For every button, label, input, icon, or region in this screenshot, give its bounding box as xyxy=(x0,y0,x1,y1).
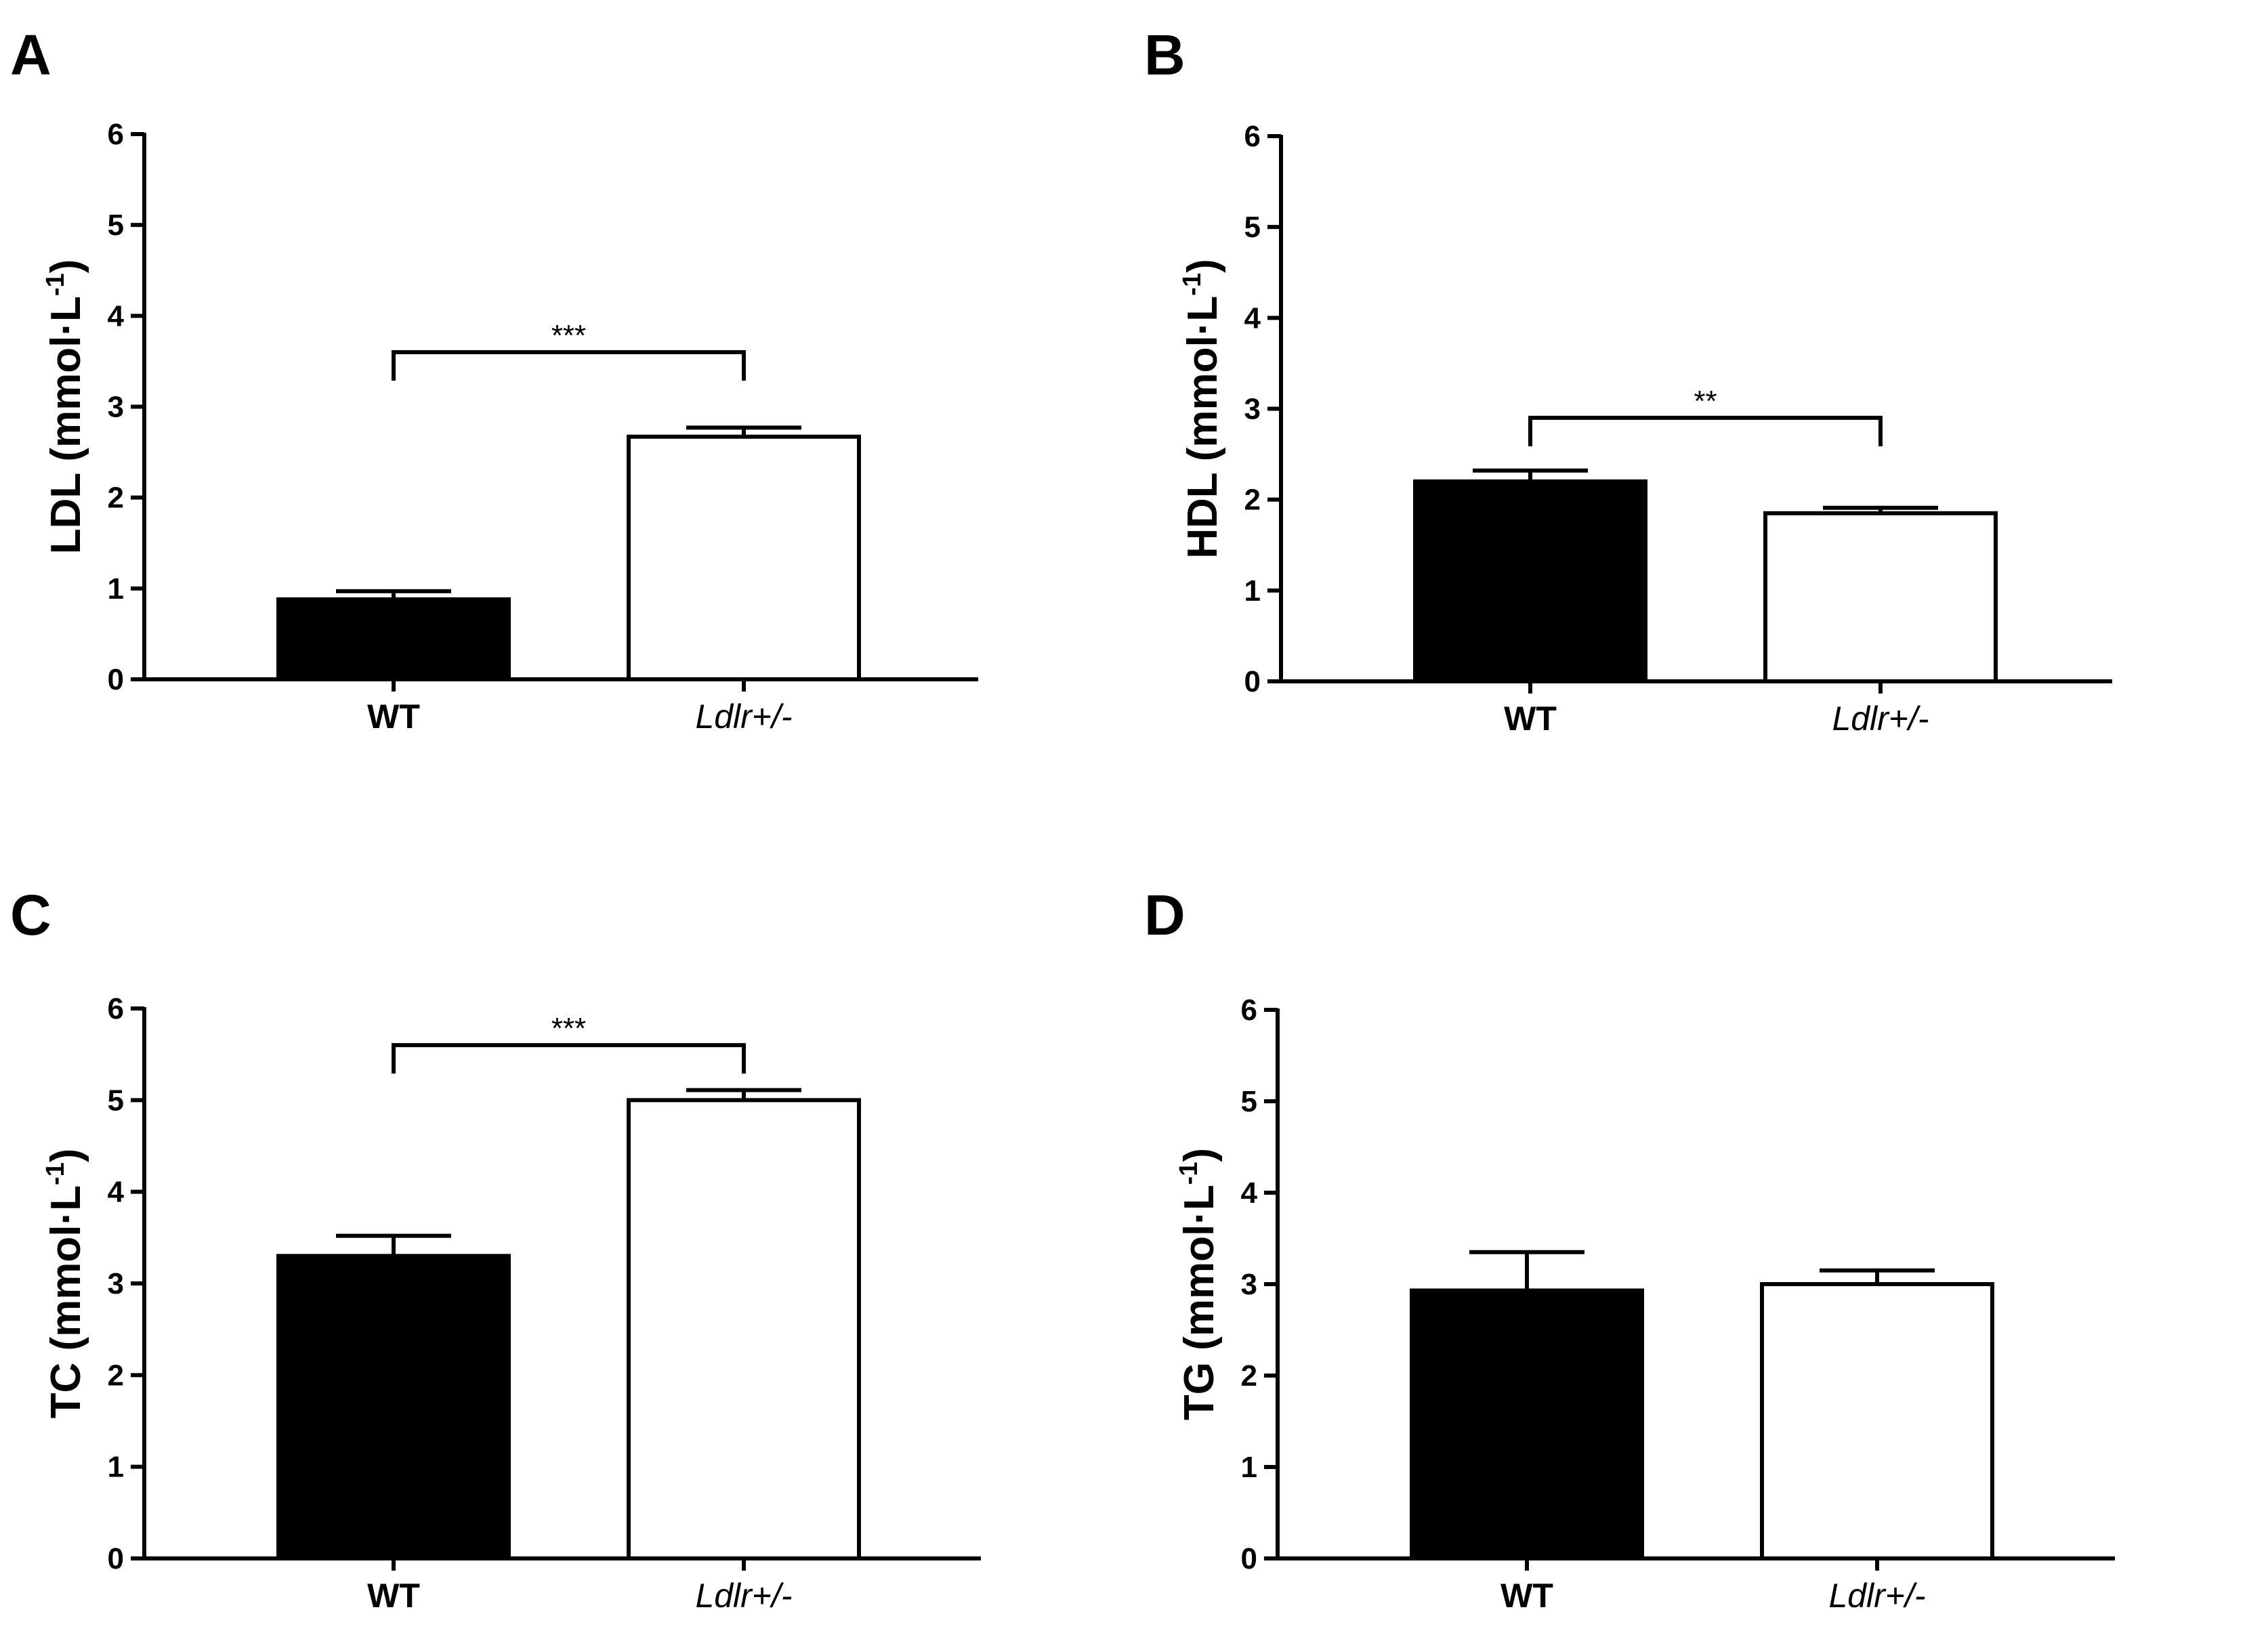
y-axis-label-close: ) xyxy=(1176,1148,1223,1162)
y-tick-label: 1 xyxy=(1244,574,1261,608)
bar-ldlr xyxy=(627,434,861,682)
y-tick-label: 6 xyxy=(108,992,124,1025)
bar-ldlr xyxy=(1763,511,1998,684)
y-tick-label: 6 xyxy=(108,118,124,151)
significance-label: ** xyxy=(1694,385,1717,418)
y-tick-label: 1 xyxy=(108,1451,124,1484)
y-tick-label: 3 xyxy=(108,391,124,424)
y-axis-label-main: TC (mmol·L xyxy=(43,1185,89,1418)
chart-svg-a: A 0 1 2 3 4 5 6 LDL (mmol·L-1) WT Ldlr+/- *** xyxy=(10,23,978,736)
y-tick-label: 2 xyxy=(108,1359,124,1392)
y-axis-label-main: LDL (mmol·L xyxy=(43,296,89,554)
bar-wt xyxy=(276,597,511,682)
y-axis-label-superscript: -1 xyxy=(1178,273,1206,296)
panel-b: B 0 1 2 3 4 5 6 HDL (mmol·L-1) WT Ldlr+/- ** xyxy=(1134,0,2268,874)
y-tick-label: 3 xyxy=(1241,1268,1257,1301)
x-tick-label: WT xyxy=(1500,1577,1553,1615)
y-tick-label: 0 xyxy=(1241,1542,1257,1575)
y-tick-label: 5 xyxy=(1244,211,1261,244)
y-tick-label: 3 xyxy=(1244,393,1261,426)
y-axis-label: HDL (mmol·L-1) xyxy=(1178,259,1226,559)
y-tick-label: 4 xyxy=(108,299,125,333)
y-tick-label: 4 xyxy=(1241,1176,1258,1210)
y-tick-label: 0 xyxy=(108,663,124,696)
y-tick-label: 2 xyxy=(1241,1359,1257,1392)
y-tick-label: 4 xyxy=(1244,301,1261,335)
y-tick-label: 2 xyxy=(108,482,124,515)
chart-svg-c: C 0 1 2 3 4 5 6 TC (mmol·L-1) WT Ldlr+/- *** xyxy=(10,883,981,1615)
bar-ldlr xyxy=(1760,1282,1994,1560)
y-tick-label: 5 xyxy=(108,1084,124,1117)
chart-svg-b: B 0 1 2 3 4 5 6 HDL (mmol·L-1) WT Ldlr+/- ** xyxy=(1144,23,2112,738)
panel-letter-d: D xyxy=(1144,883,1185,947)
bar-wt xyxy=(1413,479,1647,683)
y-tick-label: 1 xyxy=(108,572,124,605)
y-tick-label: 0 xyxy=(1244,665,1261,698)
y-axis-label-main: TG (mmol·L xyxy=(1176,1185,1223,1420)
bar-wt xyxy=(1410,1288,1644,1560)
y-tick-label: 5 xyxy=(1241,1085,1257,1118)
y-axis-label-superscript: -1 xyxy=(41,1162,70,1185)
y-axis-label-close: ) xyxy=(43,1149,89,1163)
y-axis-label: TC (mmol·L-1) xyxy=(41,1149,89,1419)
panel-letter-a: A xyxy=(10,23,51,87)
x-tick-label: WT xyxy=(367,698,420,736)
significance-label: *** xyxy=(551,319,586,352)
bar-wt xyxy=(276,1254,511,1561)
significance-bracket xyxy=(392,1043,746,1074)
y-tick-label: 0 xyxy=(108,1542,124,1575)
panel-letter-c: C xyxy=(10,883,51,947)
x-tick-label: Ldlr+/- xyxy=(1832,700,1929,738)
y-axis-label-superscript: -1 xyxy=(1175,1162,1203,1185)
y-tick-label: 2 xyxy=(1244,484,1261,517)
x-tick-label: WT xyxy=(367,1577,420,1615)
chart-svg-d: D 0 1 2 3 4 5 6 TG (mmol·L-1) WT Ldlr+/- xyxy=(1144,883,2115,1615)
significance-bracket xyxy=(392,350,746,381)
panel-a: A 0 1 2 3 4 5 6 LDL (mmol·L-1) WT Ldlr+/- *** xyxy=(0,0,1134,874)
x-tick-label: Ldlr+/- xyxy=(695,698,792,736)
y-axis-label: TG (mmol·L-1) xyxy=(1175,1148,1223,1420)
panel-d: D 0 1 2 3 4 5 6 TG (mmol·L-1) WT Ldlr+/- xyxy=(1134,874,2268,1637)
x-tick-label: Ldlr+/- xyxy=(1828,1577,1925,1615)
y-tick-label: 5 xyxy=(108,209,124,242)
significance-bracket xyxy=(1528,415,1883,446)
y-tick-label: 6 xyxy=(1244,120,1261,153)
panel-c: C 0 1 2 3 4 5 6 TC (mmol·L-1) WT Ldlr+/- *** xyxy=(0,874,1134,1637)
y-tick-label: 1 xyxy=(1241,1451,1257,1484)
x-tick-label: Ldlr+/- xyxy=(695,1577,792,1615)
y-tick-label: 4 xyxy=(108,1176,125,1209)
y-axis-label-superscript: -1 xyxy=(41,273,70,296)
bar-ldlr xyxy=(627,1098,861,1561)
y-tick-label: 6 xyxy=(1241,994,1257,1027)
significance-label: *** xyxy=(551,1012,586,1045)
y-axis-label: LDL (mmol·L-1) xyxy=(41,259,89,555)
y-tick-label: 3 xyxy=(108,1267,124,1300)
x-tick-label: WT xyxy=(1504,700,1557,738)
panel-letter-b: B xyxy=(1144,23,1185,87)
y-axis-label-main: HDL (mmol·L xyxy=(1179,296,1226,559)
y-axis-label-close: ) xyxy=(43,259,89,274)
y-axis-label-close: ) xyxy=(1179,259,1226,273)
